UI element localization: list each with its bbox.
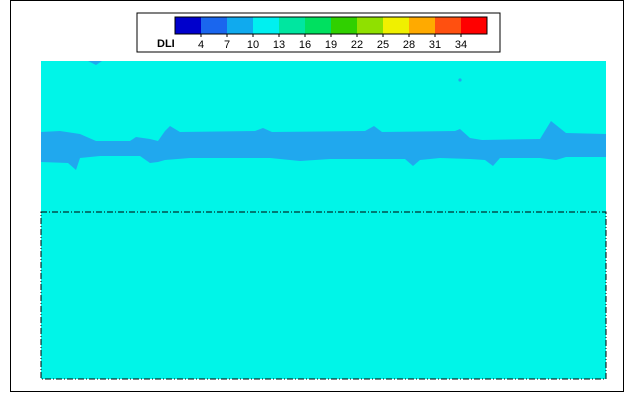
colorbar-tick-label: 31 [429,39,441,51]
colorbar-swatch [253,17,280,34]
colorbar-swatch [357,17,384,34]
colorbar-tick-label: 16 [299,39,311,51]
colorbar-swatch [331,17,358,34]
colorbar: DLI 4 7 10 13 16 19 22 25 28 31 34 [136,12,501,53]
contour-field [41,61,606,379]
colorbar-tick-label: 34 [455,39,467,51]
colorbar-swatch [409,17,436,34]
colorbar-tick-label: 10 [247,39,259,51]
colorbar-swatch [201,17,228,34]
colorbar-tick-label: 7 [224,39,230,51]
colorbar-tick-label: 4 [198,39,204,51]
colorbar-swatch [435,17,462,34]
colorbar-swatch [305,17,332,34]
low-dli-band [41,121,606,170]
colorbar-tick-label: 19 [325,39,337,51]
colorbar-swatch [461,17,488,34]
top-edge-notch [88,61,102,65]
field-background [41,61,606,379]
colorbar-swatch [279,17,306,34]
colorbar-tick-label: 28 [403,39,415,51]
colorbar-label: DLI [157,38,175,50]
colorbar-tick-label: 13 [273,39,285,51]
colorbar-tick-label: 25 [377,39,389,51]
colorbar-swatch [175,17,202,34]
colorbar-tick-label: 22 [351,39,363,51]
stray-point [458,78,462,82]
domain-boundary [40,211,607,380]
colorbar-swatch [383,17,410,34]
colorbar-swatch [227,17,254,34]
